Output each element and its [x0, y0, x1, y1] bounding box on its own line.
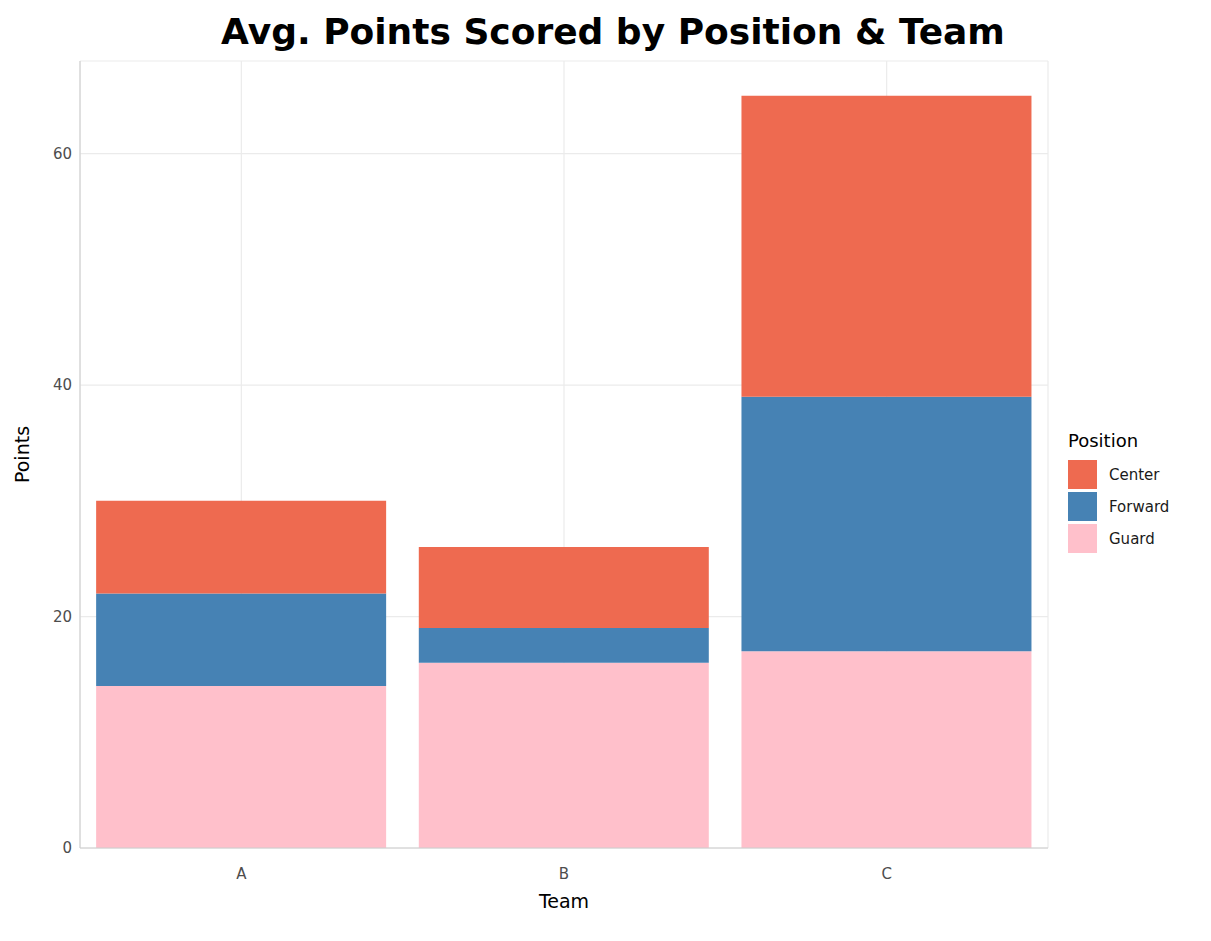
html-text:Avg. Points Scored by Position: Avg. Points Scored by Position & Team: [221, 11, 1005, 52]
svg-text:20: 20: [53, 608, 72, 626]
svg-text:0: 0: [62, 839, 72, 857]
svg-text:Team: Team: [538, 890, 589, 912]
svg-text:60: 60: [53, 145, 72, 163]
html-text:Guard: Guard: [1109, 529, 1155, 548]
svg-text:B: B: [559, 865, 569, 883]
html-text:Center: Center: [1109, 465, 1160, 484]
svg-text:Points: Points: [11, 426, 33, 483]
svg-text:A: A: [236, 865, 247, 883]
html-text:Position: Position: [1068, 429, 1139, 451]
svg-text:C: C: [881, 865, 891, 883]
html-text:Forward: Forward: [1109, 497, 1170, 516]
svg-text:40: 40: [53, 376, 72, 394]
